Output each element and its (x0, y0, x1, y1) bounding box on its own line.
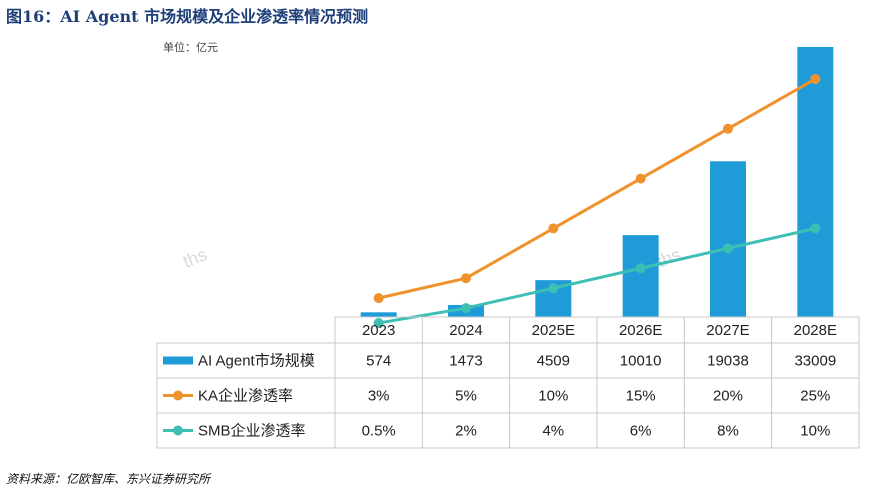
bar-ai-agent-market (360, 312, 397, 317)
bar-ai-agent-market (797, 47, 834, 317)
series-name: SMB企业渗透率 (198, 422, 306, 440)
legend-key-marker (173, 425, 183, 436)
data-value: 20% (713, 388, 743, 405)
bar-ai-agent-market (622, 235, 659, 317)
category-label: 2024 (449, 322, 482, 339)
ka-rate-point (548, 223, 559, 234)
data-value: 5% (455, 388, 477, 405)
smb-rate-point (460, 303, 471, 314)
smb-rate-point (373, 318, 384, 329)
unit-label: 单位：亿元 (163, 41, 218, 54)
data-value: 3% (368, 388, 390, 405)
ka-rate-point (810, 74, 821, 84)
data-value: 6% (630, 423, 652, 440)
chart-title: 图16：AI Agent 市场规模及企业渗透率情况预测 (6, 7, 369, 26)
category-label: 2026E (619, 322, 662, 339)
smb-rate-point (722, 243, 733, 254)
data-value: 8% (717, 423, 739, 440)
smb-rate-point (635, 263, 646, 274)
data-value: 0.5% (362, 423, 396, 440)
ka-rate-line (378, 77, 817, 300)
data-value: 15% (626, 388, 656, 405)
data-value: 574 (366, 353, 391, 370)
source-note: 资料来源：亿欧智库、东兴证券研究所 (6, 472, 211, 486)
data-value: 10010 (620, 353, 662, 370)
series-name: AI Agent市场规模 (198, 353, 315, 370)
watermark: ths (180, 244, 210, 272)
smb-rate-line (378, 226, 816, 325)
ka-rate-point (722, 123, 733, 134)
data-value: 2% (455, 423, 477, 440)
bar-ai-agent-market (709, 161, 746, 317)
smb-rate-point (548, 283, 559, 294)
data-value: 10% (538, 388, 568, 405)
data-value: 33009 (794, 353, 836, 370)
category-label: 2025E (532, 322, 575, 339)
data-value: 10% (800, 423, 830, 440)
data-value: 19038 (707, 353, 749, 370)
ka-rate-point (635, 173, 646, 184)
data-value: 4% (542, 423, 564, 440)
data-value: 25% (800, 388, 830, 405)
ka-rate-point (373, 293, 384, 304)
ka-rate-point (460, 273, 471, 284)
legend-key-marker (173, 390, 183, 401)
category-label: 2028E (794, 322, 837, 339)
legend-key-ai-agent (163, 356, 193, 365)
smb-rate-point (810, 223, 821, 234)
category-label: 2027E (706, 322, 749, 339)
category-label: 2023 (362, 322, 395, 339)
data-value: 4509 (537, 353, 570, 370)
data-value: 1473 (449, 353, 482, 370)
series-name: KA企业渗透率 (198, 387, 293, 405)
